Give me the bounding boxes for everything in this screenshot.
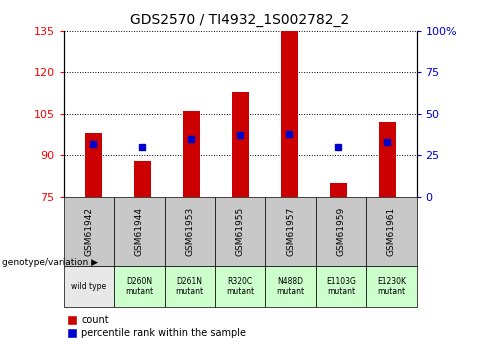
Text: GSM61942: GSM61942 bbox=[84, 207, 94, 256]
Text: D260N
mutant: D260N mutant bbox=[125, 277, 153, 296]
Title: GDS2570 / TI4932_1S002782_2: GDS2570 / TI4932_1S002782_2 bbox=[130, 13, 350, 27]
Bar bbox=[183, 111, 200, 197]
Bar bbox=[316, 266, 366, 307]
Bar bbox=[281, 31, 298, 197]
Text: R320C
mutant: R320C mutant bbox=[226, 277, 254, 296]
Bar bbox=[64, 266, 114, 307]
Bar bbox=[330, 183, 347, 197]
Bar bbox=[265, 266, 316, 307]
Bar bbox=[379, 122, 396, 197]
Bar bbox=[215, 266, 265, 307]
Text: E1103G
mutant: E1103G mutant bbox=[326, 277, 356, 296]
Legend: count, percentile rank within the sample: count, percentile rank within the sample bbox=[69, 315, 246, 338]
Bar bbox=[366, 197, 416, 266]
Bar bbox=[114, 266, 165, 307]
Bar bbox=[232, 92, 249, 197]
Bar bbox=[316, 197, 366, 266]
Bar bbox=[133, 161, 151, 197]
Text: GSM61953: GSM61953 bbox=[185, 207, 194, 256]
Text: N488D
mutant: N488D mutant bbox=[276, 277, 305, 296]
Text: GSM61959: GSM61959 bbox=[337, 207, 345, 256]
Text: genotype/variation ▶: genotype/variation ▶ bbox=[2, 258, 98, 267]
Bar bbox=[165, 197, 215, 266]
Bar bbox=[114, 197, 165, 266]
Text: GSM61961: GSM61961 bbox=[387, 207, 396, 256]
Text: E1230K
mutant: E1230K mutant bbox=[377, 277, 406, 296]
Text: GSM61955: GSM61955 bbox=[236, 207, 245, 256]
Text: D261N
mutant: D261N mutant bbox=[175, 277, 204, 296]
Bar bbox=[85, 133, 102, 197]
Text: GSM61957: GSM61957 bbox=[286, 207, 295, 256]
Bar bbox=[64, 197, 114, 266]
Bar bbox=[265, 197, 316, 266]
Bar bbox=[366, 266, 416, 307]
Bar bbox=[215, 197, 265, 266]
Text: wild type: wild type bbox=[72, 282, 106, 291]
Text: GSM61944: GSM61944 bbox=[135, 207, 144, 256]
Bar bbox=[165, 266, 215, 307]
